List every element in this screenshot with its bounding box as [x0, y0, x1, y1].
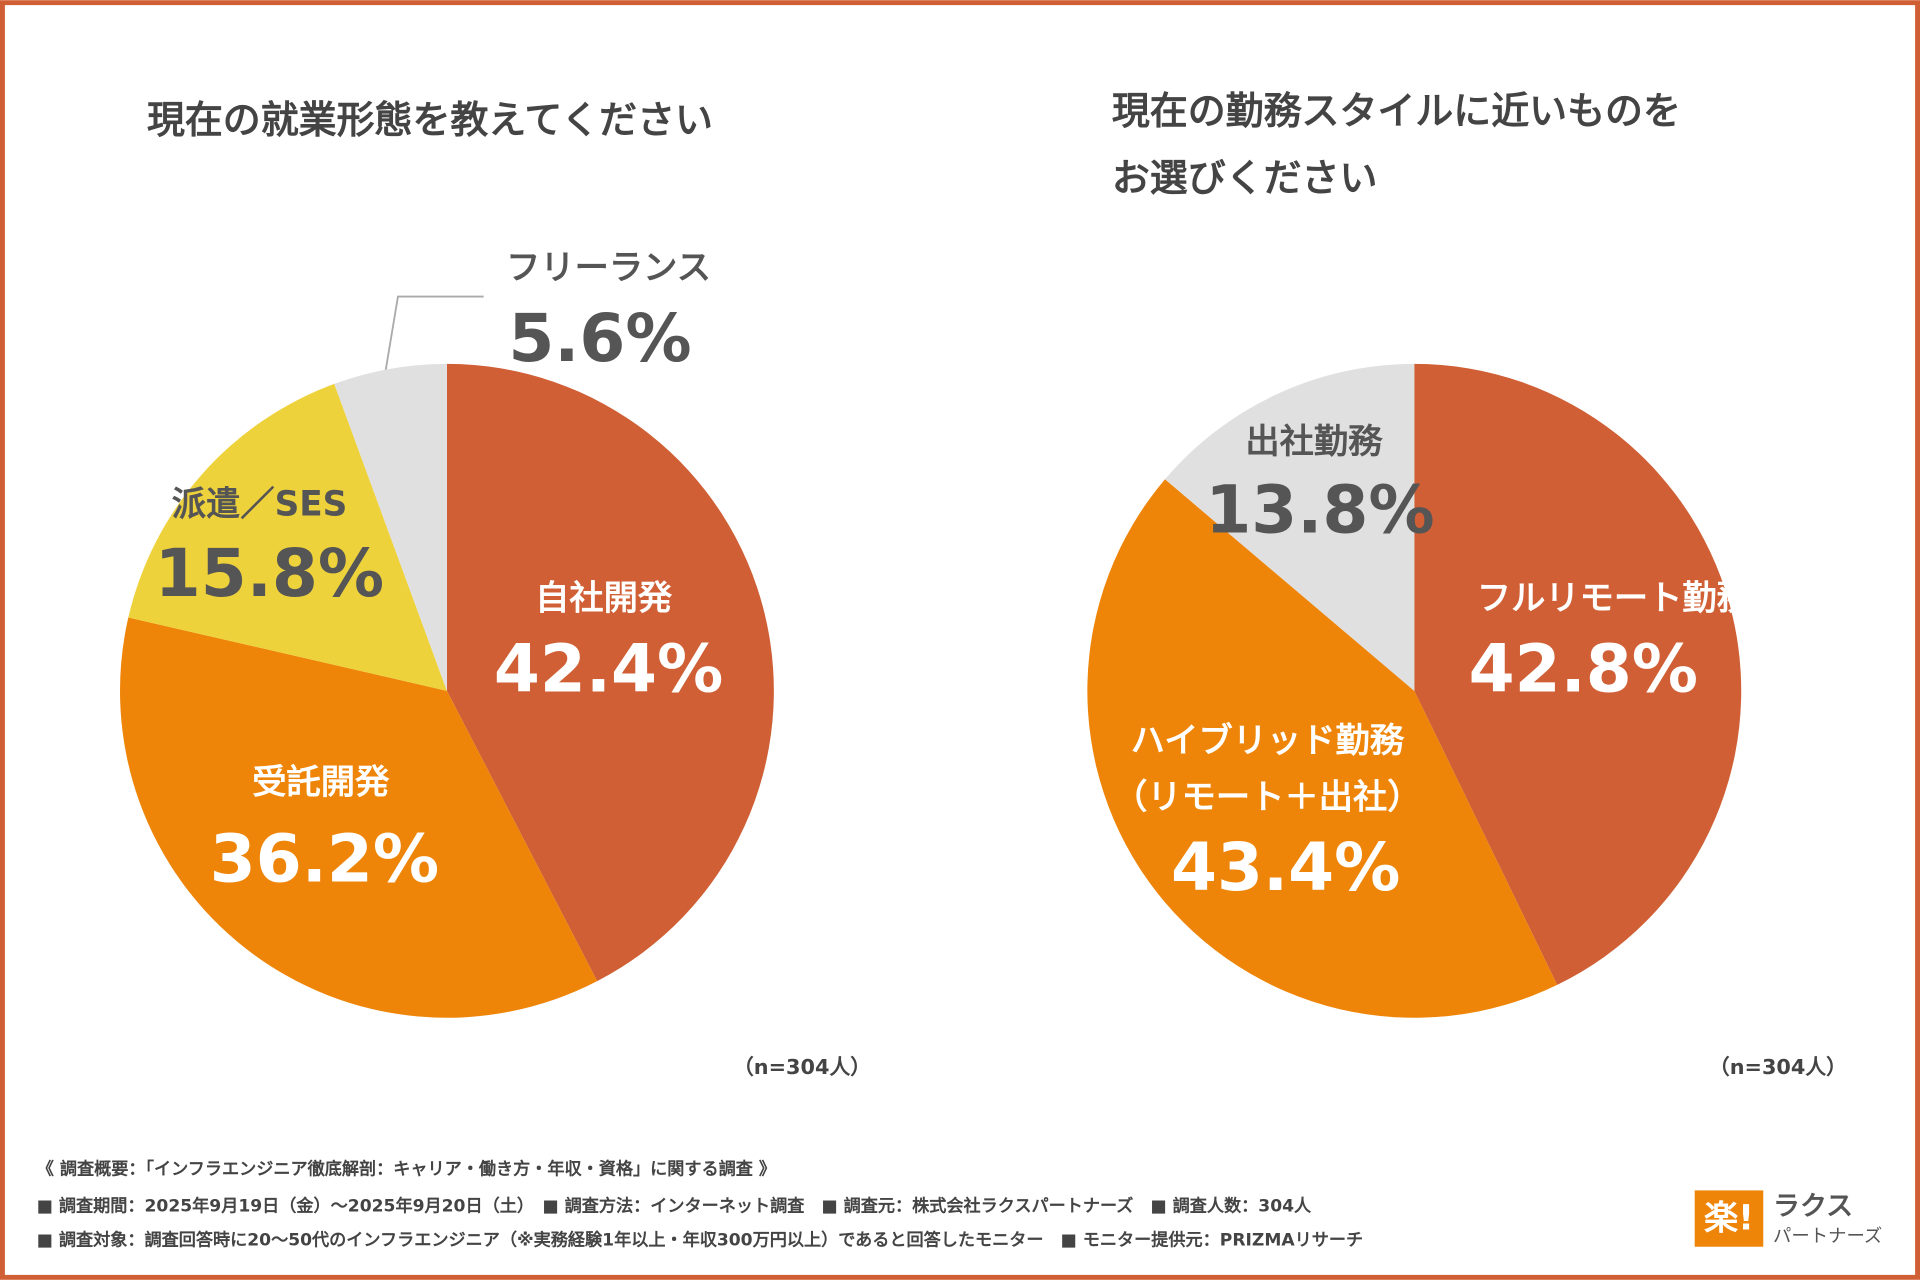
- footer-line: ■ 調査対象：調査回答時に20〜50代のインフラエンジニア（※実務経験1年以上・…: [37, 1230, 1363, 1251]
- slice-category: 受託開発: [252, 762, 390, 802]
- slice-category: ハイブリッド勤務（リモート＋出社）: [1113, 721, 1421, 817]
- slice-value: 5.6%: [508, 300, 691, 377]
- pie-slice: [446, 363, 774, 982]
- logo-mark: 楽!: [1704, 1198, 1754, 1238]
- footer-line: ■ 調査期間：2025年9月19日（金）〜2025年9月20日（土） ■ 調査方…: [37, 1195, 1312, 1216]
- chart-title: 現在の就業形態を教えてください: [147, 98, 713, 142]
- slice-category: 自社開発: [535, 579, 673, 619]
- slice-value: 13.8%: [1205, 472, 1434, 549]
- chart-note: （n=304人）: [733, 1055, 871, 1079]
- slice-category: フリーランス: [506, 248, 711, 288]
- slice-value: 36.2%: [210, 821, 439, 898]
- slice-value: 42.8%: [1469, 631, 1698, 708]
- slice-value: 43.4%: [1171, 829, 1400, 906]
- slice-category: フルリモート勤務: [1477, 579, 1752, 619]
- leader-line: [381, 295, 484, 393]
- logo-mark-bg: [1694, 1190, 1764, 1247]
- slice-category: 派遣／SES: [172, 484, 348, 524]
- pie-slice: [1087, 479, 1558, 1018]
- chart-note: （n=304人）: [1709, 1055, 1847, 1079]
- slice-value: 42.4%: [494, 631, 723, 708]
- pie-slice: [334, 363, 447, 691]
- pie-slice: [1414, 363, 1742, 985]
- logo-sub: パートナーズ: [1773, 1226, 1882, 1247]
- slice-category: 出社勤務: [1245, 422, 1383, 462]
- pie-slice: [119, 617, 598, 1018]
- footer-line: 《 調査概要：「インフラエンジニア徹底解剖：キャリア・働き方・年収・資格」に関す…: [37, 1159, 776, 1180]
- chart-title: 現在の勤務スタイルに近いものをお選びください: [1112, 88, 1681, 199]
- logo-name: ラクス: [1773, 1191, 1853, 1222]
- pie-slice: [1165, 363, 1415, 691]
- pie-slice: [128, 383, 447, 691]
- slice-value: 15.8%: [155, 535, 384, 612]
